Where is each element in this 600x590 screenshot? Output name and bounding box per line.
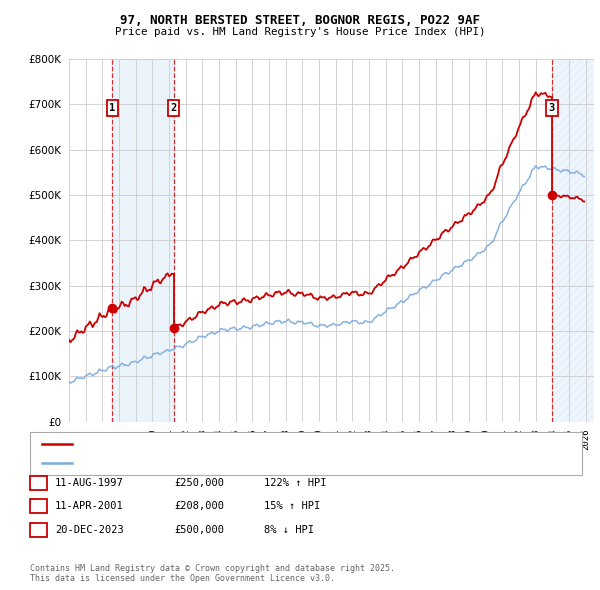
Text: Price paid vs. HM Land Registry's House Price Index (HPI): Price paid vs. HM Land Registry's House …	[115, 28, 485, 37]
Text: 97, NORTH BERSTED STREET, BOGNOR REGIS, PO22 9AF: 97, NORTH BERSTED STREET, BOGNOR REGIS, …	[120, 14, 480, 27]
Text: 1: 1	[35, 478, 41, 487]
Text: 97, NORTH BERSTED STREET, BOGNOR REGIS, PO22 9AF (detached house): 97, NORTH BERSTED STREET, BOGNOR REGIS, …	[78, 440, 452, 448]
Text: 2: 2	[35, 502, 41, 511]
Text: 11-APR-2001: 11-APR-2001	[55, 502, 124, 511]
Text: 1: 1	[109, 103, 116, 113]
Text: HPI: Average price, detached house, Arun: HPI: Average price, detached house, Arun	[78, 459, 308, 468]
Text: £500,000: £500,000	[174, 525, 224, 535]
Text: £250,000: £250,000	[174, 478, 224, 487]
Bar	[552, 59, 594, 422]
Text: 122% ↑ HPI: 122% ↑ HPI	[264, 478, 326, 487]
Text: 8% ↓ HPI: 8% ↓ HPI	[264, 525, 314, 535]
Bar	[112, 59, 173, 422]
Text: 3: 3	[548, 103, 555, 113]
Text: Contains HM Land Registry data © Crown copyright and database right 2025.
This d: Contains HM Land Registry data © Crown c…	[30, 563, 395, 583]
Text: 11-AUG-1997: 11-AUG-1997	[55, 478, 124, 487]
Text: 20-DEC-2023: 20-DEC-2023	[55, 525, 124, 535]
Text: 3: 3	[35, 525, 41, 535]
Text: £208,000: £208,000	[174, 502, 224, 511]
Text: 2: 2	[170, 103, 176, 113]
Text: 15% ↑ HPI: 15% ↑ HPI	[264, 502, 320, 511]
